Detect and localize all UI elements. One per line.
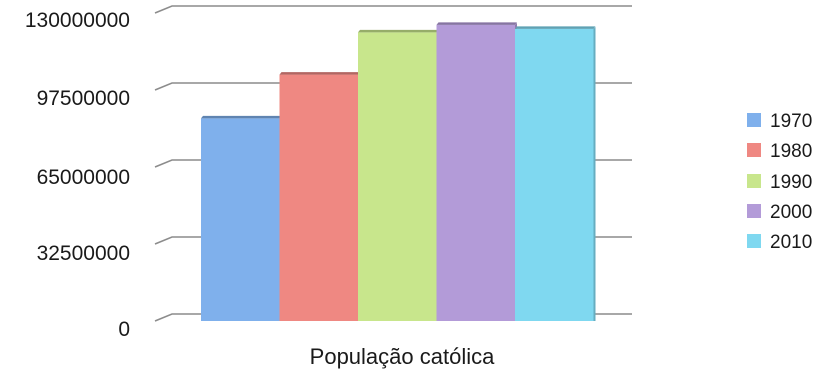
legend-swatch (747, 204, 761, 218)
legend-label: 1990 (770, 172, 812, 193)
bar-2010 (515, 26, 596, 322)
bar-1990 (358, 29, 439, 321)
legend-item: 2010 (747, 232, 812, 253)
bar-front (279, 74, 358, 321)
legend-label: 2000 (770, 202, 812, 223)
bar-top (358, 29, 439, 33)
legend-item: 1980 (747, 141, 812, 162)
legend-item: 1990 (747, 172, 812, 193)
legend-swatch (747, 174, 761, 188)
bar-1970 (201, 115, 282, 321)
bar-front (515, 28, 594, 322)
bar-side (593, 26, 596, 322)
x-category-label: População católica (310, 344, 495, 369)
legend-label: 2010 (770, 232, 812, 253)
legend-swatch (747, 113, 761, 127)
bar-front (358, 32, 437, 321)
y-tick-label: 130000000 (25, 9, 130, 32)
bar-1980 (279, 72, 360, 321)
legend-swatch (747, 234, 761, 248)
gridline (154, 5, 632, 14)
bar-front (436, 24, 515, 321)
y-tick-label: 0 (118, 318, 130, 341)
legend: 1970 1980 1990 2000 2010 (747, 111, 812, 253)
y-tick-label: 65000000 (37, 166, 130, 189)
bars (201, 22, 596, 322)
bar-top (279, 72, 360, 75)
legend-item: 1970 (747, 111, 812, 132)
y-tick-label: 97500000 (37, 87, 130, 110)
legend-label: 1980 (770, 141, 812, 162)
legend-swatch (747, 143, 761, 157)
bar-top (436, 22, 517, 25)
legend-item: 2000 (747, 202, 812, 223)
bar-top (201, 115, 282, 119)
bar-front (201, 118, 280, 321)
y-axis-tick-labels: 0 32500000 65000000 97500000 130000000 (25, 9, 130, 341)
legend-label: 1970 (770, 111, 812, 132)
y-tick-label: 32500000 (37, 242, 130, 265)
bar-top (515, 26, 596, 29)
bar-2000 (436, 22, 517, 321)
